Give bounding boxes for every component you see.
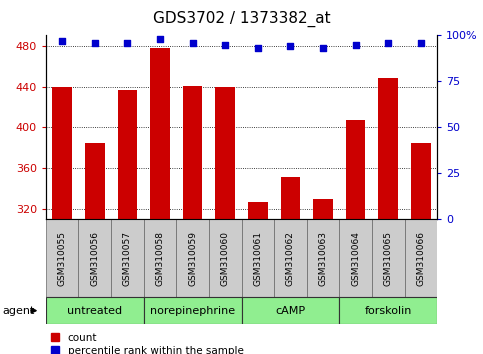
Bar xyxy=(118,90,137,219)
Text: GSM310061: GSM310061 xyxy=(253,231,262,286)
Text: GSM310063: GSM310063 xyxy=(318,231,327,286)
Bar xyxy=(313,199,333,219)
Bar xyxy=(144,297,242,324)
Bar xyxy=(248,202,268,219)
Bar xyxy=(53,86,72,219)
Bar xyxy=(339,219,372,297)
Text: GDS3702 / 1373382_at: GDS3702 / 1373382_at xyxy=(153,11,330,27)
Bar xyxy=(281,177,300,219)
Point xyxy=(384,40,392,46)
Text: GSM310064: GSM310064 xyxy=(351,231,360,286)
Bar xyxy=(215,86,235,219)
Bar xyxy=(379,78,398,219)
Legend: count, percentile rank within the sample: count, percentile rank within the sample xyxy=(51,333,243,354)
Bar xyxy=(209,219,242,297)
Text: GSM310060: GSM310060 xyxy=(221,231,230,286)
Text: GSM310056: GSM310056 xyxy=(90,231,99,286)
Point xyxy=(91,40,99,46)
Point xyxy=(189,40,197,46)
Bar xyxy=(307,219,339,297)
Point xyxy=(221,42,229,47)
Bar xyxy=(46,297,144,324)
Text: GSM310065: GSM310065 xyxy=(384,231,393,286)
Text: untreated: untreated xyxy=(67,306,122,316)
Text: GSM310057: GSM310057 xyxy=(123,231,132,286)
Bar xyxy=(176,219,209,297)
Point xyxy=(156,36,164,42)
Point xyxy=(58,38,66,44)
Text: agent: agent xyxy=(2,306,35,316)
Bar xyxy=(372,219,405,297)
Point xyxy=(319,45,327,51)
Bar xyxy=(46,219,79,297)
Text: GSM310066: GSM310066 xyxy=(416,231,426,286)
Text: norepinephrine: norepinephrine xyxy=(150,306,235,316)
Bar xyxy=(150,48,170,219)
Text: GSM310055: GSM310055 xyxy=(57,231,67,286)
Bar xyxy=(405,219,437,297)
Bar xyxy=(144,219,176,297)
Bar xyxy=(339,297,437,324)
Bar xyxy=(274,219,307,297)
Bar xyxy=(78,219,111,297)
Text: forskolin: forskolin xyxy=(365,306,412,316)
Point xyxy=(124,40,131,46)
Bar xyxy=(346,120,365,219)
Bar xyxy=(411,143,431,219)
Text: GSM310058: GSM310058 xyxy=(156,231,165,286)
Point xyxy=(352,42,359,47)
Bar xyxy=(85,143,104,219)
Bar xyxy=(111,219,144,297)
Point xyxy=(254,45,262,51)
Bar xyxy=(242,219,274,297)
Text: cAMP: cAMP xyxy=(275,306,305,316)
Bar xyxy=(183,86,202,219)
Text: GSM310059: GSM310059 xyxy=(188,231,197,286)
Point xyxy=(417,40,425,46)
Bar xyxy=(242,297,339,324)
Text: GSM310062: GSM310062 xyxy=(286,231,295,286)
Point xyxy=(286,44,294,49)
